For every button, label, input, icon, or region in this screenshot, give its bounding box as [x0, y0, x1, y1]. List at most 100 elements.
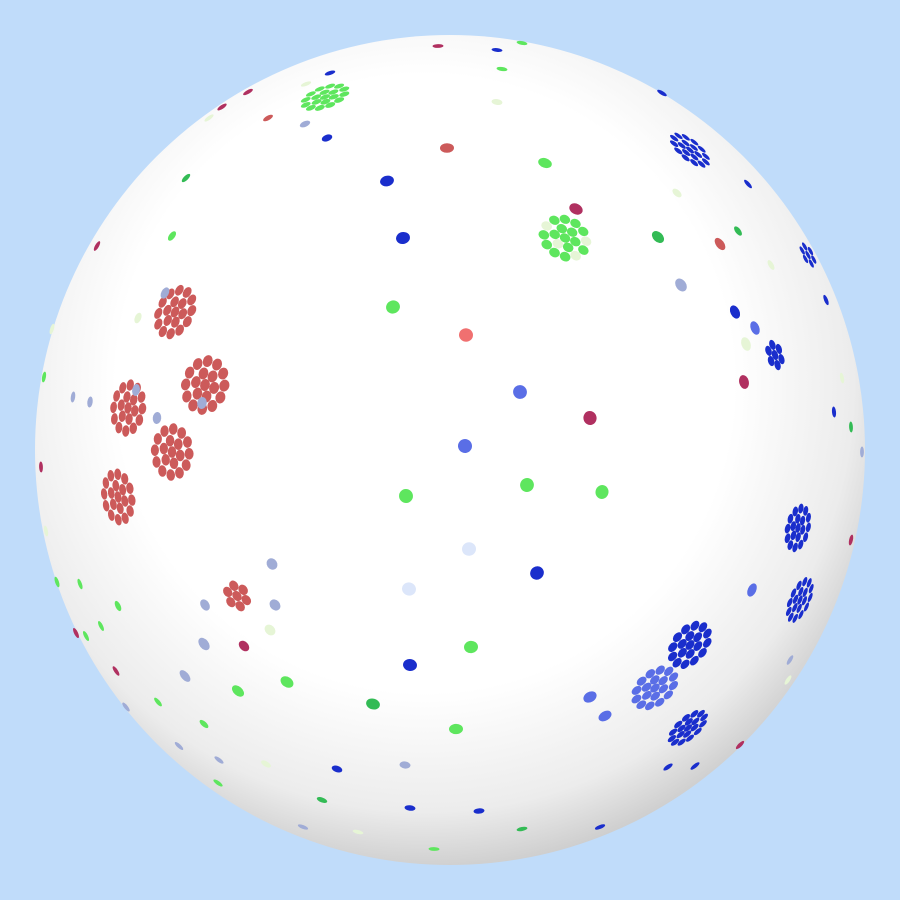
red-cluster-upper-dot: [154, 318, 163, 330]
red-cluster-center-dot: [167, 446, 177, 458]
scattered-dot: [428, 847, 440, 851]
blue-cluster-bottom-right-c-dot: [697, 709, 705, 718]
blue-cluster-right-dot: [799, 246, 805, 255]
red-cluster-middle-dot: [191, 376, 201, 389]
red-cluster-upper-dot: [187, 294, 197, 306]
scattered-dot: [516, 826, 528, 832]
red-cluster-left-dot: [117, 399, 125, 411]
blue-cluster-right-lower-b-dot: [796, 603, 802, 613]
blue-cluster-bottom-right-b-dot: [641, 682, 652, 692]
scattered-dot: [132, 384, 140, 396]
scattered-dot: [200, 599, 210, 611]
blue-cluster-right-lower-a-dot: [799, 515, 806, 526]
red-cluster-left-dot: [115, 421, 123, 434]
blue-cluster-right-lower-a-dot: [800, 525, 806, 535]
green-cluster-top-dot: [334, 97, 345, 103]
blue-cluster-bottom-right-c-dot: [681, 714, 691, 722]
red-cluster-upper-dot: [163, 314, 172, 326]
red-cluster-left-dot: [110, 401, 117, 414]
blue-cluster-bottom-right-b-dot: [658, 676, 668, 686]
red-cluster-lower-dot: [121, 495, 129, 507]
scattered-dot: [134, 312, 142, 324]
scattered-dot: [160, 287, 170, 299]
blue-cluster-bottom-right-c-dot: [683, 730, 692, 738]
red-cluster-upper-dot: [178, 308, 188, 320]
scattered-dot: [280, 676, 294, 688]
scattered-dot: [520, 478, 534, 492]
blue-cluster-bottom-right-a-dot: [680, 659, 690, 670]
red-cluster-left-dot: [123, 391, 131, 403]
scattered-dot: [491, 48, 503, 52]
red-cluster-upper-dot: [163, 304, 172, 316]
scattered-dot: [651, 230, 665, 244]
green-cluster-upper-center-dot: [570, 236, 581, 247]
red-cluster-upper-dot: [170, 306, 180, 318]
red-cluster-center-dot: [160, 425, 169, 437]
blue-cluster-bottom-right-c-dot: [668, 728, 678, 736]
blue-cluster-bottom-right-b-dot: [654, 697, 665, 707]
red-cluster-upper-dot: [154, 307, 163, 319]
red-cluster-small-dot: [223, 586, 233, 598]
blue-cluster-right-lower-a-dot: [803, 532, 809, 543]
blue-cluster-right-upper-dot: [769, 339, 776, 350]
scattered-dot: [93, 241, 101, 251]
blue-cluster-right-lower-b-dot: [801, 596, 808, 606]
red-cluster-left-dot: [111, 413, 118, 425]
scattered-dot: [860, 446, 864, 458]
green-cluster-top-dot: [311, 94, 322, 100]
red-cluster-upper-dot: [175, 324, 184, 336]
blue-cluster-right-lower-a-dot: [787, 513, 794, 524]
red-cluster-small-dot: [226, 597, 236, 608]
blue-cluster-right-lower-b-dot: [792, 603, 798, 613]
blue-cluster-right-dot: [807, 246, 814, 256]
red-cluster-small-dot: [235, 601, 245, 612]
blue-cluster-bottom-right-a-dot: [685, 631, 695, 642]
blue-cluster-bottom-right-a-dot: [667, 651, 678, 662]
red-cluster-lower-dot: [112, 479, 120, 492]
scattered-dot: [440, 143, 454, 153]
blue-cluster-bottom-right-a-dot: [668, 642, 678, 652]
green-cluster-top-dot: [319, 89, 330, 95]
blue-cluster-top-right-dot: [682, 149, 691, 156]
blue-cluster-right-lower-a-dot: [798, 539, 804, 550]
blue-cluster-bottom-right-c-dot: [683, 724, 693, 732]
blue-cluster-top-right-dot: [674, 147, 683, 155]
blue-cluster-bottom-right-c-dot: [670, 738, 680, 746]
scattered-dot: [316, 797, 328, 803]
scattered-dot: [214, 756, 224, 764]
scattered-dot: [595, 485, 609, 499]
red-cluster-left-dot: [138, 402, 147, 415]
blue-cluster-right-lower-b-dot: [798, 586, 804, 597]
red-cluster-center-dot: [177, 427, 187, 439]
blue-cluster-bottom-right-b-dot: [645, 669, 656, 679]
scattered-dot: [87, 396, 93, 408]
scattered-dot: [299, 120, 311, 128]
red-cluster-upper-dot: [182, 287, 192, 298]
scattered-dot: [197, 397, 207, 409]
red-cluster-middle-dot: [192, 387, 203, 400]
blue-cluster-bottom-right-b-dot: [664, 666, 674, 676]
blue-cluster-right-lower-b-dot: [792, 594, 799, 604]
blue-cluster-right-lower-b-dot: [792, 613, 798, 623]
red-cluster-lower-dot: [116, 502, 124, 515]
scattered-dot: [204, 114, 214, 122]
red-cluster-center-dot: [161, 454, 170, 466]
scattered-dot: [399, 489, 413, 503]
red-cluster-lower-dot: [107, 470, 115, 482]
red-cluster-left-dot: [129, 394, 138, 406]
blue-cluster-bottom-right-b-dot: [631, 685, 642, 695]
scattered-dot: [784, 675, 792, 685]
blue-cluster-bottom-right-b-dot: [650, 691, 661, 701]
scattered-dot: [404, 805, 416, 811]
red-cluster-center-dot: [158, 465, 167, 477]
scattered-dot: [583, 411, 597, 425]
blue-cluster-bottom-right-a-dot: [685, 640, 695, 650]
scattered-dot: [366, 698, 380, 710]
blue-cluster-top-right-dot: [697, 145, 706, 153]
red-cluster-center-dot: [181, 459, 191, 471]
blue-cluster-bottom-right-a-dot: [672, 658, 682, 668]
blue-cluster-bottom-right-c-dot: [677, 724, 686, 733]
red-cluster-lower-dot: [121, 512, 129, 524]
red-cluster-center-dot: [184, 448, 194, 460]
